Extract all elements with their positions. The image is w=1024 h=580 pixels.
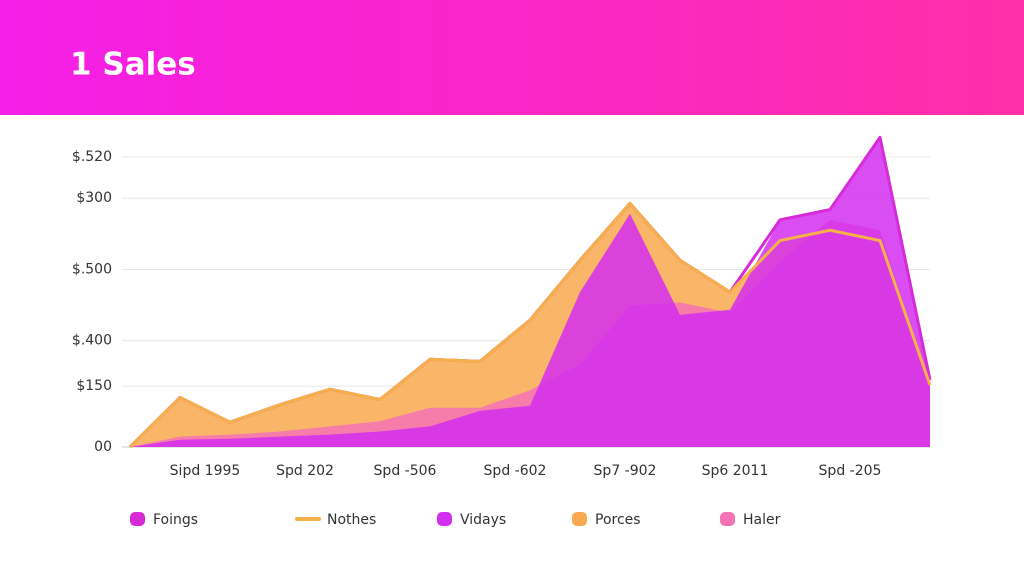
header-band (0, 0, 1024, 115)
legend-label: Porces (595, 512, 641, 528)
x-tick-label: Spd 202 (276, 463, 334, 479)
legend-label: Nothes (327, 512, 376, 528)
legend-swatch (130, 512, 145, 526)
y-tick-label: $.400 (72, 333, 112, 349)
x-tick-label: Sp6 2011 (702, 463, 769, 479)
x-tick-label: Spd -205 (819, 463, 882, 479)
y-tick-label: $.520 (72, 149, 112, 165)
legend-swatch (720, 512, 735, 526)
legend-label: Foings (153, 512, 198, 528)
x-tick-label: Sipd 1995 (170, 463, 241, 479)
x-tick-label: Spd -506 (374, 463, 437, 479)
legend-swatch (572, 512, 587, 526)
line (128, 201, 932, 449)
y-tick-label: 00 (94, 439, 112, 455)
x-tick-label: Spd -602 (484, 463, 547, 479)
legend-swatch (437, 512, 452, 526)
y-tick-label: $300 (76, 190, 112, 206)
legend-label: Vidays (460, 512, 506, 528)
y-tick-label: $.500 (72, 261, 112, 277)
area (130, 137, 930, 448)
y-tick-label: $150 (76, 378, 112, 394)
chart-title: 1 Sales (70, 47, 196, 83)
legend-label: Haler (743, 512, 781, 528)
x-tick-label: Sp7 -902 (594, 463, 657, 479)
